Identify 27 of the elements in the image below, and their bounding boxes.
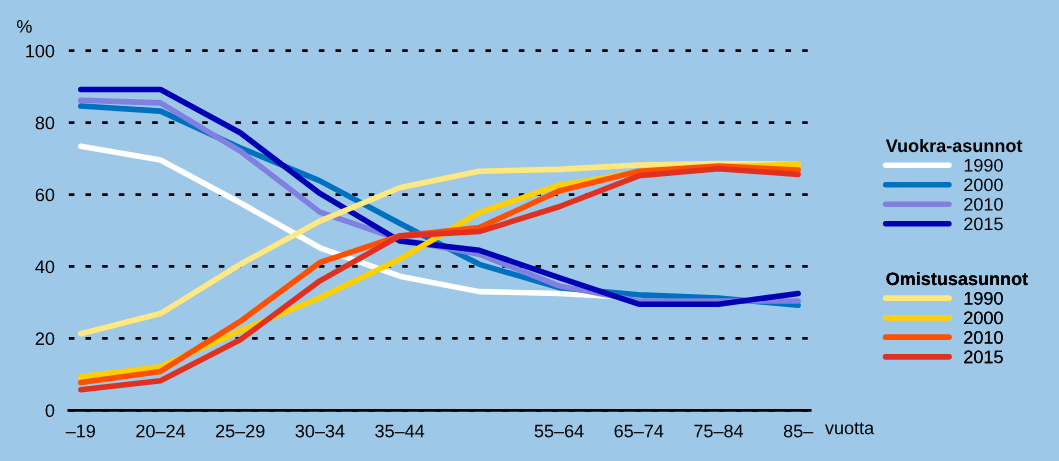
legend-label: 2000 — [964, 178, 1003, 192]
y-tick-label: 20 — [35, 332, 55, 346]
legend-label: 2010 — [964, 331, 1003, 344]
text: Omistusasunnot — [886, 271, 1028, 286]
legend-label: 1990 — [964, 291, 1003, 305]
legend-label: 1990 — [964, 158, 1003, 172]
legend-label: 2000 — [964, 311, 1003, 325]
y-tick-label: 60 — [35, 188, 55, 202]
x-tick-label: 75–84 — [694, 424, 744, 438]
x-tick-label: –19 — [65, 424, 95, 438]
y-axis-title: % — [16, 20, 32, 33]
y-tick-label: 0 — [45, 404, 55, 418]
x-tick-label: 55–64 — [534, 424, 584, 438]
x-tick-label: 30–34 — [295, 424, 345, 438]
x-tick-label: 20–24 — [136, 424, 186, 438]
legend-label: 2010 — [964, 197, 1003, 211]
y-tick-label: 80 — [35, 116, 55, 130]
y-tick-label: 40 — [35, 260, 55, 274]
x-tick-label: 65–74 — [614, 424, 664, 438]
legend-label: 2015 — [964, 217, 1003, 231]
x-axis-title: vuotta — [825, 422, 875, 435]
text: Vuokra-asunnot — [885, 138, 1023, 153]
legend-label: 2015 — [964, 350, 1003, 364]
y-tick-label: 100 — [26, 44, 55, 58]
x-tick-label: 25–29 — [216, 424, 265, 438]
x-tick-label: 85– — [783, 424, 814, 438]
x-tick-label: 35–44 — [375, 424, 425, 438]
